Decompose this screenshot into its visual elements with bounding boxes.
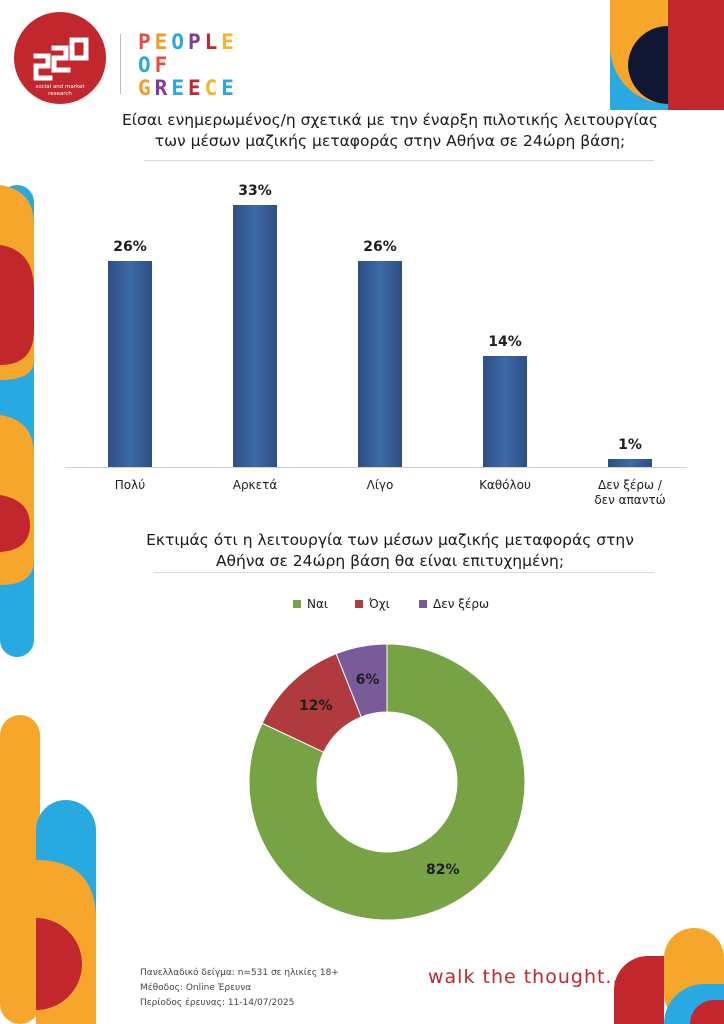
- bar: [108, 260, 152, 467]
- title-rule-1: [144, 160, 654, 161]
- brand-letter: E: [187, 76, 205, 100]
- legend-label: Δεν ξέρω: [433, 597, 490, 611]
- legend-label: Ναι: [307, 597, 328, 611]
- brand-letter: F: [154, 53, 172, 77]
- methodology-note: Πανελλαδικό δείγμα: n=531 σε ηλικίες 18+…: [140, 966, 339, 1011]
- top-right-shapes: [610, 0, 724, 110]
- slice-data-label: 12%: [299, 698, 333, 715]
- legend-swatch: [419, 600, 427, 608]
- brand-letter: P: [138, 30, 155, 54]
- bar: [608, 459, 652, 467]
- logo-mark-icon: [33, 37, 89, 81]
- method-note: Μέθοδος: Online Έρευνα: [140, 983, 252, 993]
- bottom-right-shapes: [614, 928, 724, 1024]
- brand-line-1: PEOPLE: [138, 30, 238, 54]
- bar-data-label: 14%: [488, 333, 522, 350]
- legend-item: Ναι: [293, 597, 328, 611]
- brand-letter: G: [138, 76, 155, 100]
- bar-data-label: 26%: [113, 238, 147, 255]
- brand-letter: R: [154, 76, 172, 100]
- brand-line-3: GREECE: [138, 76, 238, 100]
- bar-data-label: 1%: [618, 437, 642, 454]
- bar-chart: 26% Πολύ 33% Αρκετά 26% Λίγο 14% Καθόλου 1% Δεν ξ…: [65, 183, 687, 507]
- left-side-shapes: [0, 185, 34, 657]
- brand-letter: L: [204, 30, 222, 54]
- brand-line-2: OF: [138, 53, 171, 77]
- slice-data-label: 6%: [355, 671, 380, 688]
- donut-slice: [248, 643, 526, 921]
- slice-data-label: 82%: [425, 861, 460, 878]
- logo-divider: [120, 34, 121, 94]
- legend-item: Όχι: [355, 597, 390, 611]
- brand-letter: E: [221, 30, 238, 54]
- brand-letter: O: [171, 30, 188, 54]
- category-label: Πολύ: [114, 478, 146, 492]
- logo-caption: social and market research: [35, 84, 85, 97]
- bottom-left-shapes: [0, 715, 96, 1024]
- category-label: Λίγο: [366, 478, 394, 492]
- legend-label: Όχι: [369, 597, 390, 611]
- category-label: Αρκετά: [232, 478, 278, 492]
- donut-chart-title: Εκτιμάς ότι η λειτουργία των μέσων μαζικ…: [146, 531, 634, 570]
- brand-letter: P: [187, 30, 205, 54]
- company-logo: social and market research: [14, 12, 106, 104]
- x-axis-line: [65, 467, 687, 468]
- sample-note: Πανελλαδικό δείγμα: n=531 σε ηλικίες 18+: [140, 968, 339, 978]
- brand-letter: E: [171, 76, 188, 100]
- legend-swatch: [355, 600, 363, 608]
- title-rule-2: [154, 572, 654, 573]
- brand-letter: E: [221, 76, 238, 100]
- category-label: Καθόλου: [479, 478, 531, 492]
- bar-data-label: 26%: [363, 238, 397, 255]
- legend-swatch: [293, 600, 301, 608]
- brand-letter: O: [138, 53, 155, 77]
- bar-data-label: 33%: [238, 183, 272, 199]
- bar: [233, 205, 277, 467]
- tagline: walk the thought...: [428, 966, 627, 988]
- brand-letter: C: [204, 76, 222, 100]
- category-label: Δεν ξέρω / δεν απαντώ: [594, 478, 666, 507]
- legend-item: Δεν ξέρω: [419, 597, 489, 611]
- bar: [483, 355, 527, 467]
- bar-chart-title: Είσαι ενημερωμένος/η σχετικά με την έναρ…: [122, 111, 658, 150]
- bar: [358, 260, 402, 467]
- donut-slice: [335, 643, 388, 718]
- period-note: Περίοδος έρευνας: 11-14/07/2025: [140, 998, 295, 1008]
- brand-letter: E: [154, 30, 172, 54]
